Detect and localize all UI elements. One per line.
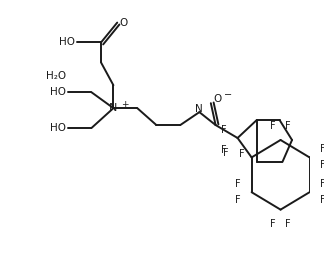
Text: F: F <box>285 121 291 131</box>
Text: F: F <box>223 148 229 158</box>
Text: +: + <box>121 100 129 109</box>
Text: N: N <box>195 104 203 114</box>
Text: F: F <box>236 195 241 205</box>
Text: F: F <box>320 179 324 189</box>
Text: O: O <box>214 94 222 104</box>
Text: HO: HO <box>50 123 66 133</box>
Text: −: − <box>224 90 232 100</box>
Text: HO: HO <box>59 38 75 47</box>
Text: O: O <box>119 18 127 28</box>
Text: HO: HO <box>50 87 66 97</box>
Text: F: F <box>320 144 324 155</box>
Text: F: F <box>236 179 241 189</box>
Text: H₂O: H₂O <box>46 71 66 81</box>
Text: F: F <box>320 195 324 205</box>
Text: F: F <box>238 149 244 159</box>
Text: F: F <box>221 125 227 135</box>
Text: N: N <box>109 103 118 113</box>
Text: F: F <box>285 219 291 229</box>
Text: F: F <box>221 145 227 155</box>
Text: F: F <box>320 160 324 170</box>
Text: F: F <box>270 219 276 229</box>
Text: F: F <box>270 121 276 131</box>
